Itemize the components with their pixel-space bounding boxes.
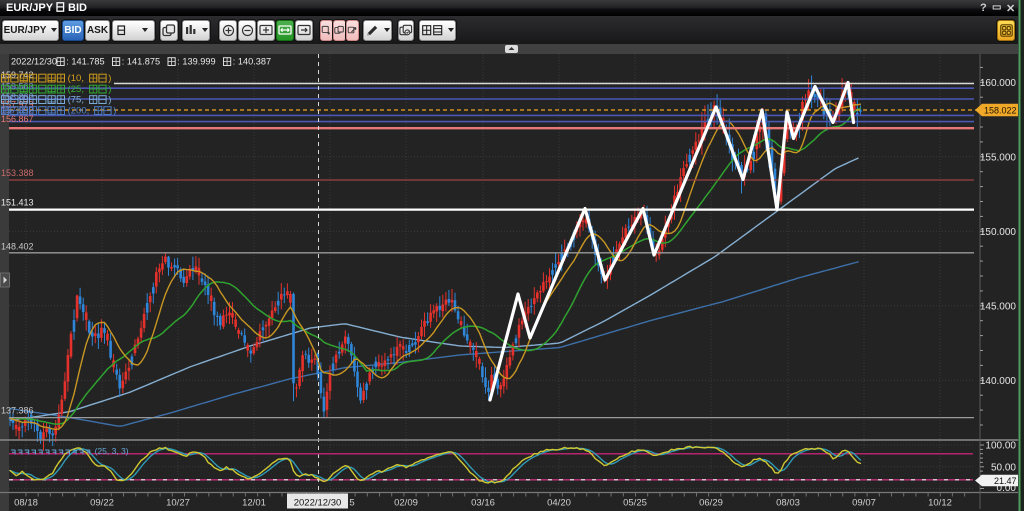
svg-text:145.000: 145.000: [980, 301, 1017, 312]
svg-text:: 139.999: : 139.999: [177, 57, 215, 67]
svg-text:159.742: 159.742: [1, 70, 34, 80]
svg-text:160.000: 160.000: [980, 78, 1017, 89]
svg-text:158.862: 158.862: [1, 92, 34, 102]
svg-text:10/27: 10/27: [166, 498, 190, 509]
svg-text:140.000: 140.000: [980, 376, 1017, 387]
svg-text:153.388: 153.388: [1, 168, 34, 178]
svg-text:08/18: 08/18: [14, 498, 38, 509]
svg-text:50.00: 50.00: [991, 462, 1016, 473]
svg-text:137.386: 137.386: [1, 406, 34, 416]
svg-text:10/12: 10/12: [928, 498, 952, 509]
svg-text:2022/12/30: 2022/12/30: [11, 57, 57, 67]
svg-text:159.563: 159.563: [1, 82, 34, 92]
svg-text:(25,: (25,: [68, 84, 84, 95]
svg-text:): ): [108, 73, 111, 84]
svg-text:12/01: 12/01: [242, 498, 266, 509]
svg-text:21.47: 21.47: [994, 476, 1017, 486]
svg-text:(200,: (200,: [68, 106, 90, 117]
svg-text:02/09: 02/09: [394, 498, 418, 509]
svg-text:: 141.875: : 141.875: [122, 57, 160, 67]
svg-text:09/22: 09/22: [90, 498, 114, 509]
svg-text:150.000: 150.000: [980, 227, 1017, 238]
svg-text:(10,: (10,: [68, 73, 84, 84]
svg-text:(75,: (75,: [68, 95, 84, 106]
svg-text:): ): [113, 106, 116, 117]
svg-text:155.000: 155.000: [980, 152, 1017, 163]
svg-text:): ): [108, 95, 111, 106]
svg-text:04/20: 04/20: [547, 498, 571, 509]
svg-text:156.867: 156.867: [1, 114, 34, 124]
svg-text:08/03: 08/03: [776, 498, 800, 509]
svg-text:03/16: 03/16: [471, 498, 495, 509]
svg-text:100.00: 100.00: [985, 441, 1016, 452]
svg-text:2022/12/30: 2022/12/30: [294, 498, 342, 509]
svg-text:148.402: 148.402: [1, 242, 34, 252]
svg-text:05/25: 05/25: [623, 498, 647, 509]
svg-text:0.00: 0.00: [997, 483, 1017, 494]
svg-text:158.022: 158.022: [984, 105, 1017, 115]
svg-text:151.413: 151.413: [1, 198, 34, 208]
svg-text:5: 5: [349, 498, 354, 509]
svg-text:: 141.785: : 141.785: [66, 57, 104, 67]
svg-text:06/29: 06/29: [699, 498, 723, 509]
svg-text:): ): [108, 84, 111, 95]
svg-text:(25, 3, 3): (25, 3, 3): [95, 446, 129, 456]
svg-text:157.979: 157.979: [1, 100, 34, 110]
svg-text:: 140.387: : 140.387: [233, 57, 271, 67]
svg-text:09/07: 09/07: [852, 498, 876, 509]
